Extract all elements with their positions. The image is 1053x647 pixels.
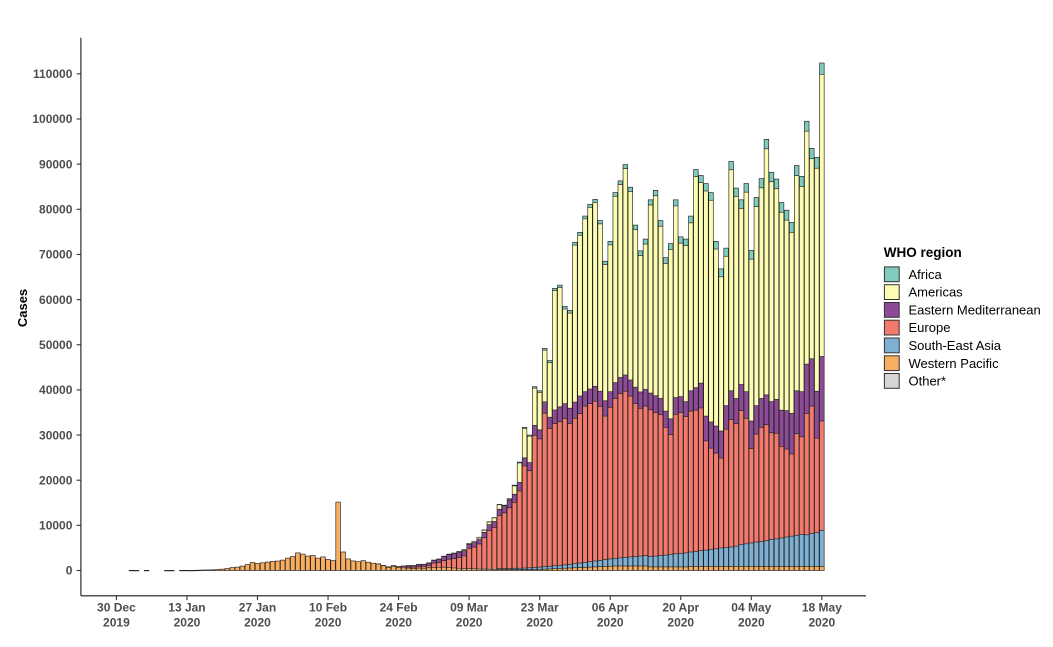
svg-text:Eastern Mediterranean: Eastern Mediterranean <box>909 303 1041 318</box>
svg-text:27 Jan: 27 Jan <box>239 601 276 615</box>
svg-text:09 Mar: 09 Mar <box>450 601 488 615</box>
svg-text:23 Mar: 23 Mar <box>521 601 559 615</box>
svg-text:Other*: Other* <box>909 374 947 389</box>
svg-text:70000: 70000 <box>39 248 73 262</box>
svg-text:Cases: Cases <box>15 289 30 327</box>
svg-text:Americas: Americas <box>909 285 964 300</box>
svg-text:10 Feb: 10 Feb <box>309 601 347 615</box>
svg-text:90000: 90000 <box>39 157 73 171</box>
svg-text:WHO region: WHO region <box>884 245 962 260</box>
svg-text:80000: 80000 <box>39 203 73 217</box>
svg-text:04 May: 04 May <box>731 601 771 615</box>
svg-text:2020: 2020 <box>385 616 412 630</box>
svg-text:2020: 2020 <box>174 616 201 630</box>
svg-text:2019: 2019 <box>103 616 130 630</box>
svg-text:2020: 2020 <box>526 616 553 630</box>
svg-text:10000: 10000 <box>39 519 73 533</box>
svg-text:Africa: Africa <box>909 267 943 282</box>
svg-text:2020: 2020 <box>597 616 624 630</box>
svg-text:06 Apr: 06 Apr <box>592 601 629 615</box>
svg-text:2020: 2020 <box>809 616 836 630</box>
svg-text:2020: 2020 <box>456 616 483 630</box>
svg-text:0: 0 <box>66 564 73 578</box>
svg-text:2020: 2020 <box>667 616 694 630</box>
svg-text:Western Pacific: Western Pacific <box>909 356 1000 371</box>
svg-text:20000: 20000 <box>39 473 73 487</box>
svg-text:2020: 2020 <box>315 616 342 630</box>
svg-text:30000: 30000 <box>39 428 73 442</box>
svg-text:South-East Asia: South-East Asia <box>909 338 1002 353</box>
svg-text:60000: 60000 <box>39 293 73 307</box>
svg-text:2020: 2020 <box>738 616 765 630</box>
svg-text:30 Dec: 30 Dec <box>97 601 136 615</box>
svg-text:Europe: Europe <box>909 320 951 335</box>
svg-text:13 Jan: 13 Jan <box>168 601 205 615</box>
svg-text:110000: 110000 <box>33 67 73 81</box>
svg-text:24 Feb: 24 Feb <box>380 601 418 615</box>
svg-text:2020: 2020 <box>244 616 271 630</box>
svg-text:50000: 50000 <box>39 338 73 352</box>
svg-text:18 May: 18 May <box>802 601 842 615</box>
svg-text:40000: 40000 <box>39 383 73 397</box>
svg-text:100000: 100000 <box>32 112 72 126</box>
svg-text:20 Apr: 20 Apr <box>662 601 699 615</box>
